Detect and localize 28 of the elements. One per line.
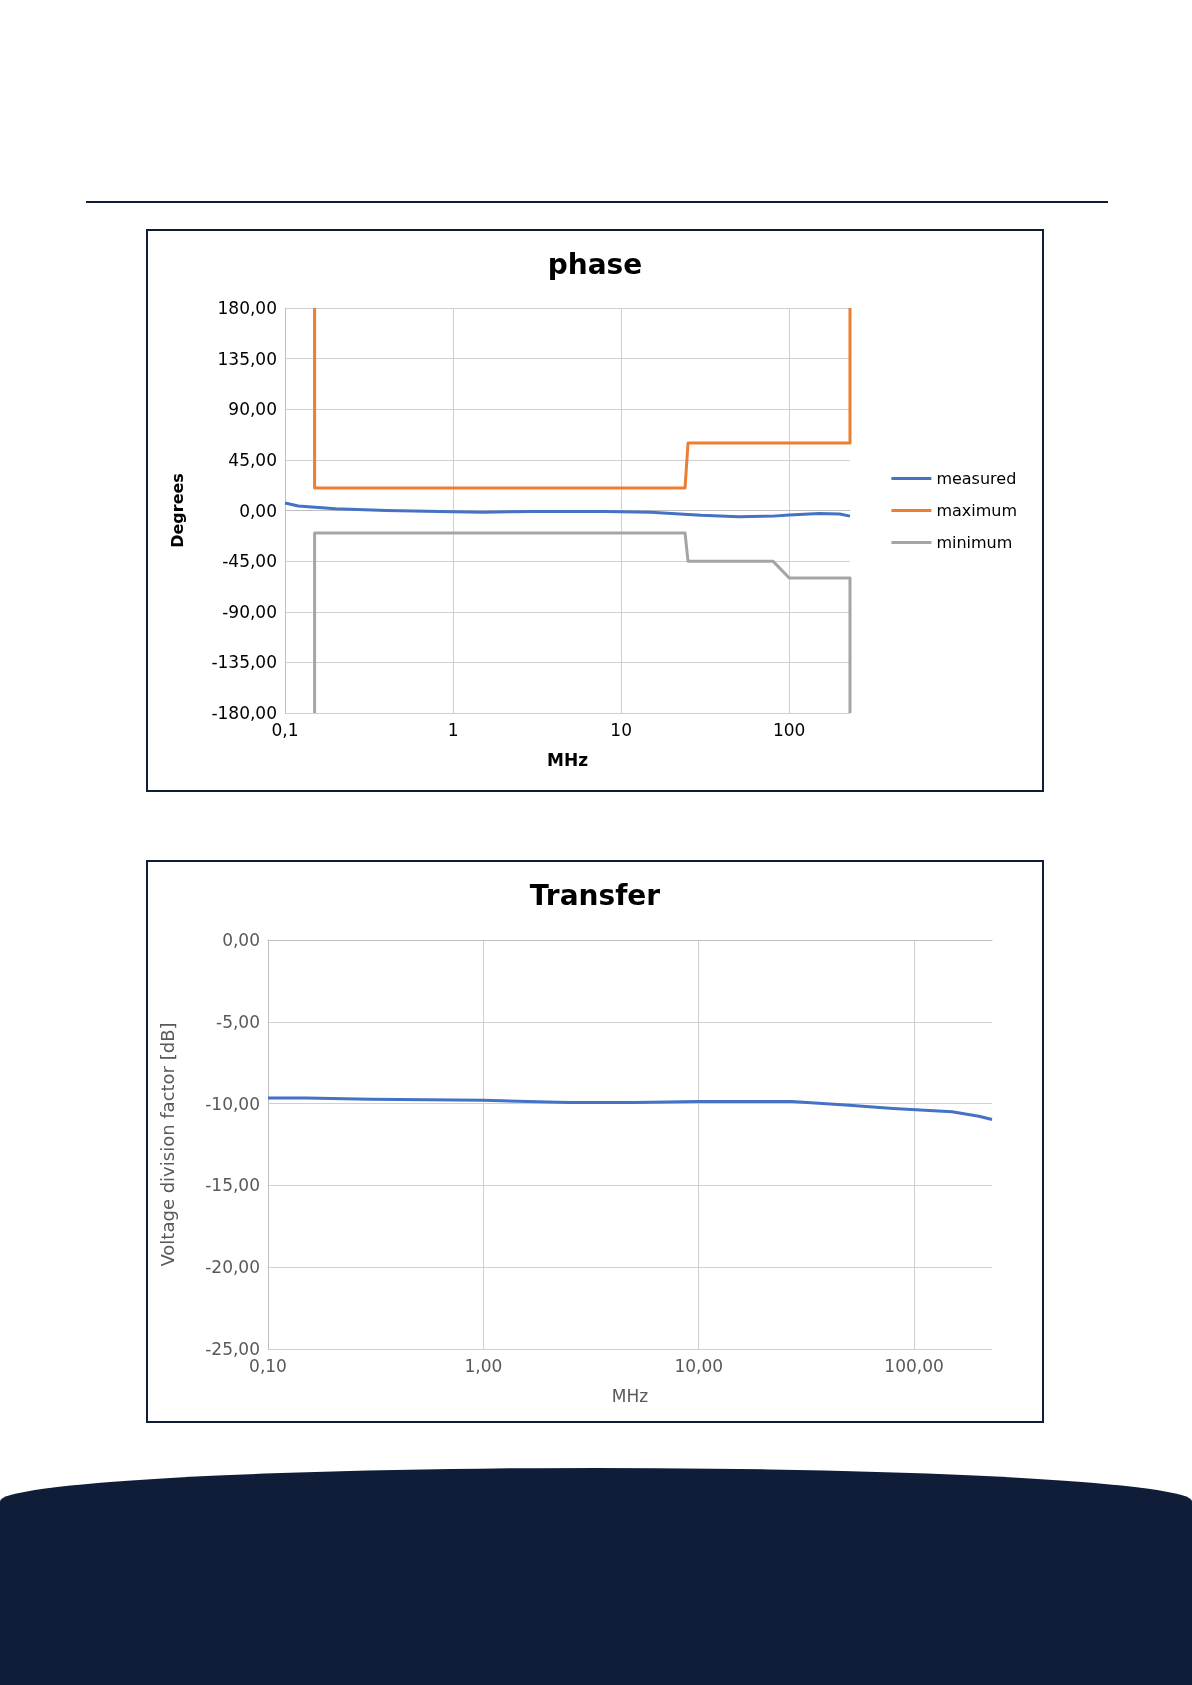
y-tick-label: -5,00 (216, 1011, 260, 1032)
y-tick-label: -20,00 (205, 1257, 260, 1278)
y-axis-title: Degrees (167, 473, 187, 548)
y-tick-label: 135,00 (217, 348, 277, 369)
chart-title: phase (547, 247, 643, 281)
y-tick-label: -90,00 (222, 601, 277, 622)
y-tick-label: -45,00 (222, 551, 277, 572)
y-tick-label: 90,00 (228, 399, 277, 420)
y-tick-label: -135,00 (211, 652, 277, 673)
x-axis-title: MHz (611, 1385, 649, 1406)
chart-title: Transfer (529, 878, 661, 912)
y-tick-label: -15,00 (205, 1175, 260, 1196)
y-tick-label: 0,00 (222, 930, 260, 950)
x-tick-label: 10 (610, 719, 632, 740)
legend-label: measured (936, 469, 1017, 488)
legend-label: minimum (936, 533, 1013, 552)
y-axis-title: Voltage division factor [dB] (156, 1022, 178, 1267)
x-axis-title: MHz (546, 749, 589, 770)
y-tick-label: 0,00 (239, 500, 277, 521)
x-tick-label: 10,00 (674, 1355, 724, 1376)
y-tick-label: -10,00 (205, 1093, 260, 1114)
legend-label: maximum (936, 501, 1018, 520)
y-tick-label: 180,00 (217, 298, 277, 318)
x-tick-label: 100,00 (884, 1355, 944, 1376)
x-tick-label: 1 (447, 719, 459, 740)
x-tick-label: 100 (772, 719, 806, 740)
y-tick-label: 45,00 (228, 449, 277, 470)
x-tick-label: 1,00 (464, 1355, 503, 1376)
